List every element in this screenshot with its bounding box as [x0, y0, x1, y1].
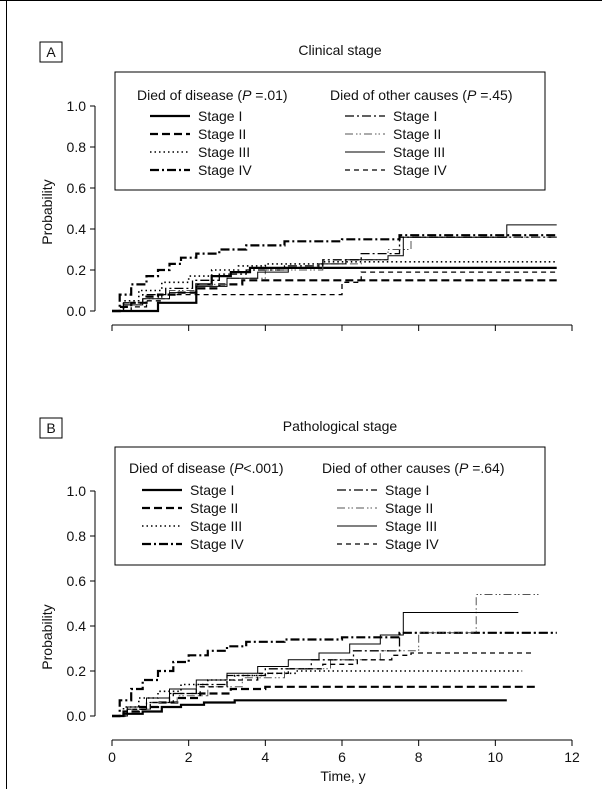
panel-b-legend-label-other-stage-iv: Stage IV	[385, 536, 439, 552]
panel-a-series-disease-stage-iv	[112, 234, 557, 313]
panel-b-y-tick-label: 0.6	[67, 573, 87, 589]
panel-a-legend-label-other-stage-iii: Stage III	[393, 144, 445, 160]
panel-b-axes: 0.0 0.2 0.4 0.6 0.8 1.0 0 2 4 6 8 10 12	[67, 483, 580, 765]
panel-b-series-other-stage-iv	[112, 652, 534, 717]
panel-b-legend-label-disease-stage-ii: Stage II	[190, 500, 238, 516]
panel-b-legend-label-other-stage-i: Stage I	[385, 482, 429, 498]
panel-b-x-tick-label: 12	[564, 749, 580, 765]
panel-b-series-disease-stage-iv	[112, 631, 557, 718]
panel-b-x-tick-label: 6	[338, 749, 346, 765]
panel-b-x-tick-label: 0	[108, 749, 116, 765]
panel-a-legend-label-other-stage-ii: Stage II	[393, 126, 441, 142]
panel-a-axes: 0.0 0.2 0.4 0.6 0.8 1.0	[67, 98, 573, 331]
panel-a-y-axis-label: Probability	[39, 179, 55, 244]
panel-b-legend-title-other: Died of other causes (P =.64)	[322, 460, 505, 476]
panel-b-legend-label-disease-stage-iv: Stage IV	[190, 536, 244, 552]
panel-b-legend-box	[114, 446, 546, 566]
panel-a-y-tick-label: 1.0	[67, 98, 87, 114]
panel-a-legend-label-disease-stage-iv: Stage IV	[198, 162, 252, 178]
panel-a-y-tick-label: 0.4	[67, 221, 87, 237]
panel-b-legend-label-disease-stage-iii: Stage III	[190, 518, 242, 534]
panel-b-label: B	[46, 420, 55, 436]
panel-b-y-tick-label: 1.0	[67, 483, 87, 499]
panel-a-series-other-stage-ii	[112, 236, 557, 312]
panel-b-x-axis-label: Time, y	[320, 768, 365, 784]
panel-a-series-disease-stage-i	[112, 266, 557, 313]
panel-b-x-tick-label: 8	[415, 749, 423, 765]
panel-b-x-tick-label: 4	[261, 749, 269, 765]
panel-b-y-tick-label: 0.0	[67, 708, 87, 724]
panel-b-legend-label-other-stage-iii: Stage III	[385, 518, 437, 534]
panel-a-y-tick-label: 0.2	[67, 262, 87, 278]
panel-a-series	[112, 224, 557, 313]
panel-a-legend-entries: Stage I Stage II Stage III Stage IV Stage I S…	[150, 108, 447, 178]
panel-a-legend-label-disease-stage-ii: Stage II	[198, 126, 246, 142]
panel-b-title: Pathological stage	[283, 418, 398, 434]
panel-b-series-disease-stage-iii	[112, 670, 523, 717]
panel-b-legend-label-other-stage-ii: Stage II	[385, 500, 433, 516]
panel-b-series	[112, 594, 557, 718]
panel-a-series-other-stage-i	[112, 236, 557, 312]
panel-a: A Clinical stage Died of disease (P =.01…	[39, 41, 573, 331]
panel-a-legend-title-disease: Died of disease (P =.01)	[137, 87, 288, 103]
panel-b-y-tick-label: 0.2	[67, 663, 87, 679]
panel-a-legend-label-other-stage-i: Stage I	[393, 108, 437, 124]
panel-b-y-tick-label: 0.4	[67, 618, 87, 634]
panel-b-x-tick-label: 2	[185, 749, 193, 765]
panel-a-y-tick-label: 0.0	[67, 303, 87, 319]
panel-a-legend-label-disease-stage-i: Stage I	[198, 108, 242, 124]
panel-b: B Pathological stage Died of disease (P<…	[39, 417, 580, 784]
panel-b-series-other-stage-ii	[112, 594, 542, 717]
panel-a-label: A	[46, 44, 56, 60]
panel-b-y-tick-label: 0.8	[67, 528, 87, 544]
panel-a-legend-label-other-stage-iv: Stage IV	[393, 162, 447, 178]
panel-a-series-other-stage-iv	[112, 271, 557, 312]
panel-a-series-disease-stage-ii	[112, 279, 557, 313]
panel-b-legend-label-disease-stage-i: Stage I	[190, 482, 234, 498]
panel-b-x-tick-label: 10	[488, 749, 504, 765]
panel-b-series-other-stage-i	[112, 632, 557, 717]
panel-b-y-axis-label: Probability	[39, 604, 55, 669]
panel-a-legend-label-disease-stage-iii: Stage III	[198, 144, 250, 160]
panel-a-y-tick-label: 0.6	[67, 180, 87, 196]
panel-b-series-other-stage-iii	[112, 612, 519, 717]
panel-a-legend-title-other: Died of other causes (P =.45)	[330, 87, 513, 103]
panel-a-label-box	[39, 41, 63, 63]
panel-b-legend-entries: Stage I Stage II Stage III Stage IV Stage I S…	[142, 482, 439, 552]
panel-a-y-tick-label: 0.8	[67, 139, 87, 155]
panel-a-title: Clinical stage	[298, 42, 381, 58]
panel-a-series-other-stage-iii	[112, 224, 557, 312]
panel-b-legend-title-disease: Died of disease (P<.001)	[129, 460, 284, 476]
panel-b-series-disease-stage-ii	[112, 685, 538, 718]
panel-b-label-box	[39, 417, 63, 439]
